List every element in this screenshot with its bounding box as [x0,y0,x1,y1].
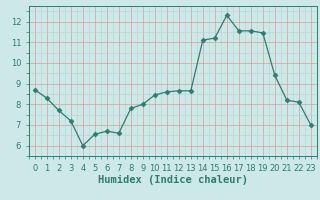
X-axis label: Humidex (Indice chaleur): Humidex (Indice chaleur) [98,175,248,185]
